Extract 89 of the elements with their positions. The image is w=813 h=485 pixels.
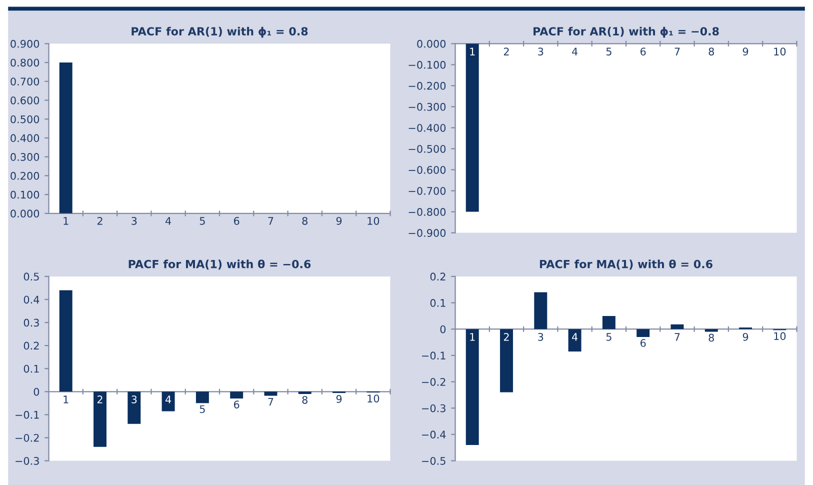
x-tick-label: 3: [538, 48, 544, 56]
x-tick-label: 6: [234, 216, 240, 225]
y-tick-label: −0.2: [422, 378, 446, 386]
y-tick-label: −0.100: [408, 60, 446, 69]
x-tick-label: 3: [538, 332, 544, 341]
x-tick-label: 3: [132, 216, 137, 225]
x-tick-label: 6: [234, 400, 240, 408]
bar: [704, 329, 718, 332]
y-tick-label: −0.900: [408, 229, 446, 237]
y-tick-label: 0.100: [10, 190, 40, 199]
y-tick-label: −0.200: [408, 82, 446, 90]
x-tick-label: 8: [708, 48, 714, 56]
x-tick-label: 2: [97, 216, 102, 225]
x-tick-label: 3: [132, 396, 137, 404]
x-tick-label: 6: [640, 339, 646, 347]
chart-title: PACF for MA(1) with θ = −0.6: [128, 260, 311, 270]
x-tick-label: 9: [336, 395, 342, 403]
x-tick-label: 7: [268, 217, 274, 225]
y-tick-label: 0.1: [24, 364, 39, 373]
x-tick-label: 9: [742, 332, 748, 341]
bar: [534, 292, 548, 330]
y-tick-label: 0.5: [24, 272, 39, 281]
y-tick-label: −0.500: [408, 144, 446, 153]
y-tick-label: −0.3: [16, 456, 39, 465]
x-tick-label: 8: [302, 396, 308, 404]
x-tick-label: 2: [504, 332, 509, 341]
bar: [466, 329, 479, 445]
y-tick-label: 0.3: [24, 318, 39, 327]
x-tick-label: 10: [774, 332, 786, 340]
y-tick-label: 0.700: [10, 78, 40, 86]
y-tick-label: −0.1: [16, 410, 39, 419]
x-tick-label: 5: [606, 48, 612, 56]
y-tick-label: 0.000: [417, 40, 446, 48]
x-tick-label: 10: [368, 216, 380, 225]
y-tick-label: 0.200: [10, 172, 40, 180]
x-tick-label: 10: [774, 48, 786, 56]
y-tick-label: −0.4: [422, 430, 446, 439]
y-tick-label: 0.2: [24, 342, 39, 350]
y-tick-label: −0.800: [408, 208, 446, 216]
x-tick-label: 1: [470, 48, 475, 56]
x-tick-label: 4: [572, 48, 578, 56]
y-tick-label: −0.400: [408, 124, 446, 132]
x-tick-label: 7: [674, 333, 680, 341]
x-tick-label: 4: [572, 333, 578, 341]
y-tick-label: 0.600: [10, 96, 40, 104]
x-tick-label: 1: [64, 217, 68, 225]
y-tick-label: 0.800: [10, 58, 40, 67]
y-tick-label: −0.3: [422, 404, 446, 412]
x-tick-label: 2: [504, 48, 509, 56]
bar: [568, 329, 582, 352]
bar: [670, 324, 684, 330]
x-tick-label: 8: [302, 216, 308, 225]
y-tick-label: 0.4: [24, 296, 40, 304]
y-tick-label: 0.900: [10, 40, 40, 48]
y-tick-label: 0.500: [10, 115, 40, 124]
y-tick-label: 0.000: [10, 210, 40, 218]
bar: [636, 329, 650, 338]
x-tick-label: 5: [606, 333, 612, 341]
x-tick-label: 10: [368, 394, 380, 402]
y-tick-label: −0.5: [422, 456, 446, 465]
chart-title: PACF for AR(1) with ϕ₁ = 0.8: [132, 26, 308, 38]
y-tick-label: −0.600: [408, 166, 446, 174]
x-tick-label: 8: [708, 334, 714, 342]
x-tick-label: 9: [742, 48, 748, 56]
bar: [602, 316, 616, 330]
y-tick-label: 0: [440, 325, 446, 334]
chart-title: PACF for AR(1) with ϕ₁ = −0.8: [534, 26, 719, 38]
x-tick-label: 1: [470, 333, 475, 341]
x-tick-label: 5: [200, 217, 205, 225]
x-tick-label: 4: [165, 217, 172, 225]
y-tick-label: −0.700: [408, 186, 446, 195]
y-tick-label: 0.400: [10, 134, 40, 142]
y-tick-label: −0.2: [16, 434, 39, 442]
y-tick-label: −0.1: [422, 352, 446, 360]
x-tick-label: 1: [64, 396, 68, 404]
x-tick-label: 2: [97, 396, 102, 404]
y-tick-label: 0.1: [430, 299, 446, 307]
y-tick-label: 0: [34, 388, 40, 396]
x-tick-label: 5: [200, 405, 205, 414]
bar: [500, 329, 513, 392]
x-tick-label: 6: [640, 48, 646, 56]
x-tick-label: 9: [336, 216, 342, 225]
x-tick-label: 4: [165, 396, 172, 404]
y-tick-label: 0.300: [10, 153, 40, 161]
x-tick-label: 7: [268, 398, 274, 406]
y-tick-label: −0.300: [408, 102, 446, 111]
chart-title: PACF for MA(1) with θ = 0.6: [540, 260, 712, 270]
y-tick-label: 0.2: [430, 272, 446, 281]
x-tick-label: 7: [674, 48, 680, 56]
